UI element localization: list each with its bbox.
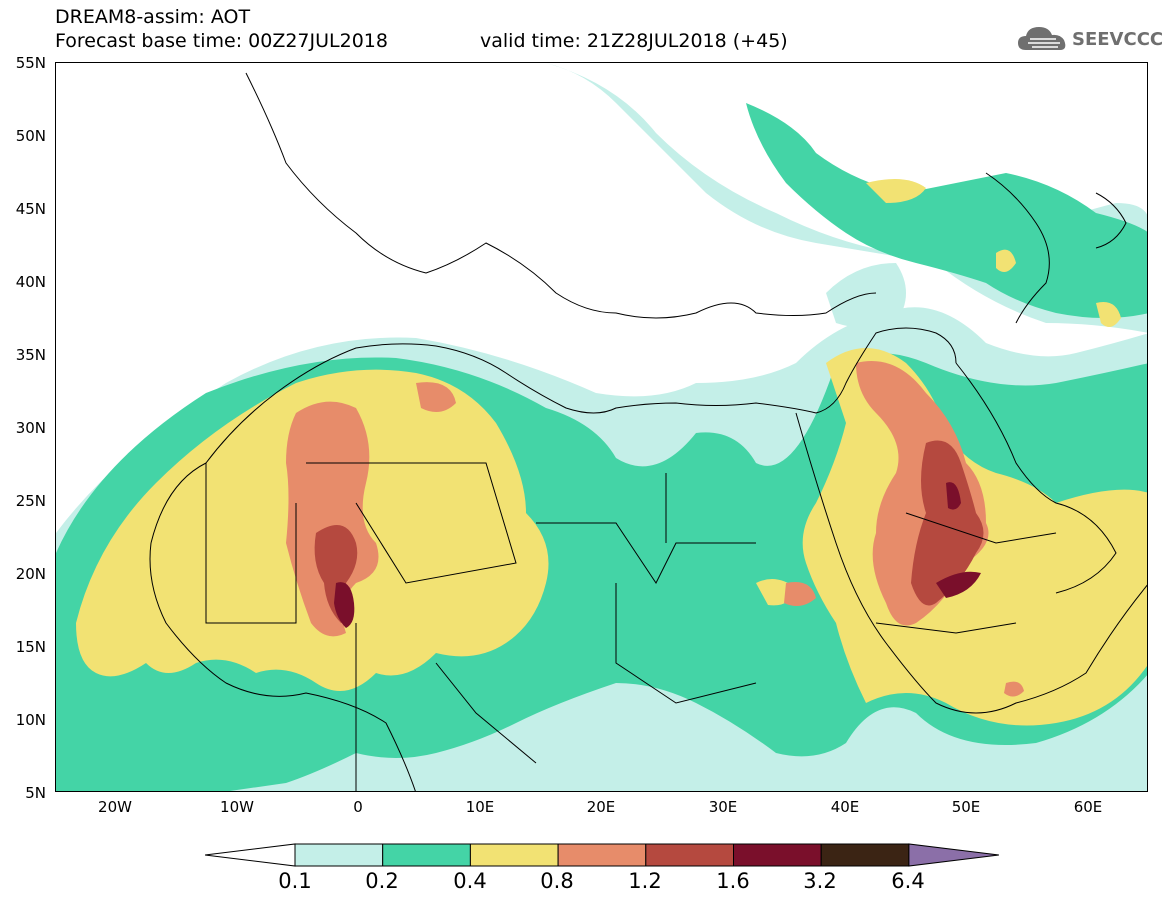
colorbar-cell: [820, 843, 910, 867]
lon-tick-label: 10E: [465, 798, 495, 816]
map-title: DREAM8-assim: AOT: [55, 6, 251, 28]
lon-tick-label: 20W: [98, 798, 132, 816]
lat-tick-label: 20N: [15, 565, 46, 583]
lat-tick-label: 25N: [15, 492, 46, 510]
lat-tick-label: 15N: [15, 638, 46, 656]
colorbar-label: 6.4: [891, 869, 925, 893]
logo-text: SEEVCCC: [1072, 29, 1164, 50]
lon-tick-label: 20E: [586, 798, 616, 816]
aot-colorbar: [205, 843, 999, 867]
map-area: [55, 62, 1148, 792]
valid-time: valid time: 21Z28JUL2018 (+45): [480, 30, 788, 52]
colorbar-cell: [469, 843, 559, 867]
lon-tick-label: 40E: [830, 798, 860, 816]
colorbar-cell: [294, 843, 384, 867]
colorbar-label: 1.2: [628, 869, 662, 893]
lat-tick-label: 10N: [15, 711, 46, 729]
lat-tick-label: 45N: [15, 200, 46, 218]
lat-tick-label: 35N: [15, 346, 46, 364]
lon-tick-label: 10W: [220, 798, 254, 816]
colorbar-cell: [557, 843, 647, 867]
colorbar-label: 0.1: [278, 869, 312, 893]
coastlines: [149, 72, 1147, 791]
lat-tick-label: 5N: [25, 784, 46, 802]
colorbar-label: 3.2: [803, 869, 837, 893]
colorbar-label: 1.6: [716, 869, 750, 893]
seevccc-logo: SEEVCCC: [1016, 22, 1163, 56]
lon-tick-label: 60E: [1073, 798, 1103, 816]
colorbar-label: 0.8: [540, 869, 574, 893]
lat-tick-label: 55N: [15, 54, 46, 72]
lat-tick-label: 30N: [15, 419, 46, 437]
lon-tick-label: 30E: [708, 798, 738, 816]
aot-band-1.6: [334, 482, 981, 628]
colorbar-label: 0.4: [453, 869, 487, 893]
colorbar-label: 0.2: [365, 869, 399, 893]
lon-tick-label: 0: [353, 798, 363, 816]
lat-tick-label: 40N: [15, 273, 46, 291]
colorbar-cell: [382, 843, 471, 867]
lat-tick-label: 50N: [15, 127, 46, 145]
cloud-icon: [1018, 27, 1066, 50]
forecast-base-time: Forecast base time: 00Z27JUL2018: [55, 30, 388, 52]
colorbar-cell: [645, 843, 734, 867]
colorbar-high-arrow: [908, 843, 999, 867]
colorbar-low-arrow: [205, 843, 296, 867]
aot-map: [56, 63, 1147, 791]
colorbar-cell: [733, 843, 822, 867]
lon-tick-label: 50E: [951, 798, 981, 816]
